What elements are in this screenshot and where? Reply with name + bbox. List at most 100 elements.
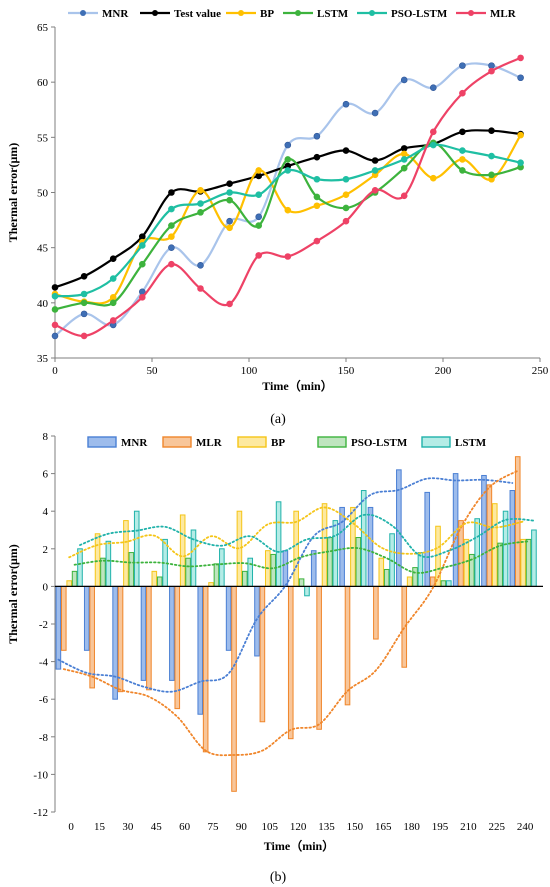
bars-mlr (60, 456, 521, 792)
x-tick-label: 15 (94, 821, 106, 833)
data-point (284, 167, 292, 174)
bar (151, 570, 158, 587)
data-point (371, 157, 379, 164)
trendline (79, 513, 535, 559)
series-pso-lstm (51, 141, 524, 300)
data-point (488, 67, 495, 75)
y-tick-label: 0 (43, 581, 49, 593)
legend-label: Test value (174, 8, 221, 20)
bar (355, 537, 362, 587)
data-point (139, 260, 146, 268)
x-tick-label: 150 (338, 365, 355, 377)
data-point (197, 200, 204, 207)
data-point (371, 186, 379, 194)
bar (89, 585, 95, 689)
bar (502, 510, 509, 587)
y-tick-label: 4 (43, 506, 49, 518)
data-point (51, 321, 59, 329)
x-tick-label: 45 (151, 821, 163, 833)
x-tick-label: 135 (318, 821, 335, 833)
x-tick-label: 250 (532, 365, 549, 377)
x-tick-label: 200 (435, 365, 452, 377)
data-point (226, 224, 233, 232)
data-point (284, 253, 292, 260)
y-tick-label: -4 (39, 657, 49, 669)
bars-mnr (55, 469, 516, 715)
bar (275, 501, 282, 587)
data-point (371, 167, 379, 174)
legend-marker (80, 10, 86, 16)
x-tick-label: 90 (236, 821, 248, 833)
bar (401, 585, 408, 668)
trendline (57, 477, 514, 693)
x-tick-label: 150 (347, 821, 364, 833)
data-point (226, 217, 233, 225)
data-point (197, 262, 204, 269)
data-point (109, 299, 117, 307)
data-point (139, 242, 146, 249)
y-tick-label: 50 (37, 188, 49, 200)
data-point (429, 141, 437, 149)
data-point (284, 141, 292, 149)
data-point (197, 209, 204, 216)
data-point (255, 252, 263, 259)
legend-label: LSTM (455, 437, 487, 449)
data-point (342, 175, 350, 183)
y-tick-label: 40 (37, 298, 49, 310)
bar (339, 506, 345, 587)
data-point (517, 74, 524, 82)
data-point (109, 294, 117, 301)
bar (197, 585, 204, 715)
bar (525, 538, 532, 587)
y-tick-label: 35 (37, 353, 49, 365)
legend-marker (468, 10, 474, 16)
data-point (488, 127, 495, 135)
data-point (255, 222, 263, 229)
y-tick-label: 65 (37, 22, 49, 34)
bar (373, 585, 379, 640)
data-point (400, 76, 408, 84)
y-tick-label: 45 (37, 243, 49, 255)
data-point (80, 290, 88, 298)
bar (378, 557, 385, 587)
legend-swatch (237, 436, 267, 448)
data-point (313, 175, 321, 183)
data-point (51, 292, 59, 300)
x-tick-label: 50 (147, 365, 159, 377)
bar (71, 570, 78, 587)
bar (60, 585, 67, 651)
data-point (80, 299, 88, 307)
data-point (168, 260, 175, 268)
data-point (80, 273, 88, 280)
bar (117, 585, 124, 693)
data-point (313, 132, 321, 140)
y-axis-title: Thermal error(μm) (6, 143, 20, 243)
data-point (168, 205, 175, 213)
x-tick-label: 180 (403, 821, 420, 833)
bar (231, 585, 237, 792)
data-point (488, 62, 495, 69)
data-point (517, 159, 524, 167)
bar (520, 538, 526, 587)
bar (100, 557, 106, 587)
x-tick-label: 30 (122, 821, 134, 833)
bar (446, 580, 452, 587)
data-point (51, 284, 59, 291)
legend-marker (152, 10, 158, 16)
legend-swatch (87, 436, 117, 448)
bar (83, 585, 90, 651)
bar (254, 585, 260, 657)
bar (321, 503, 328, 587)
bar (259, 585, 266, 723)
bar (350, 506, 356, 587)
data-point (168, 233, 175, 240)
bar (474, 518, 480, 587)
legend-label: MNR (102, 8, 129, 20)
legend-label: BP (271, 437, 285, 449)
data-point (226, 196, 233, 204)
data-point (488, 171, 495, 179)
data-point (517, 131, 524, 139)
data-point (342, 217, 350, 225)
x-tick-label: 240 (517, 821, 534, 833)
x-axis-title: Time（min） (264, 838, 334, 853)
